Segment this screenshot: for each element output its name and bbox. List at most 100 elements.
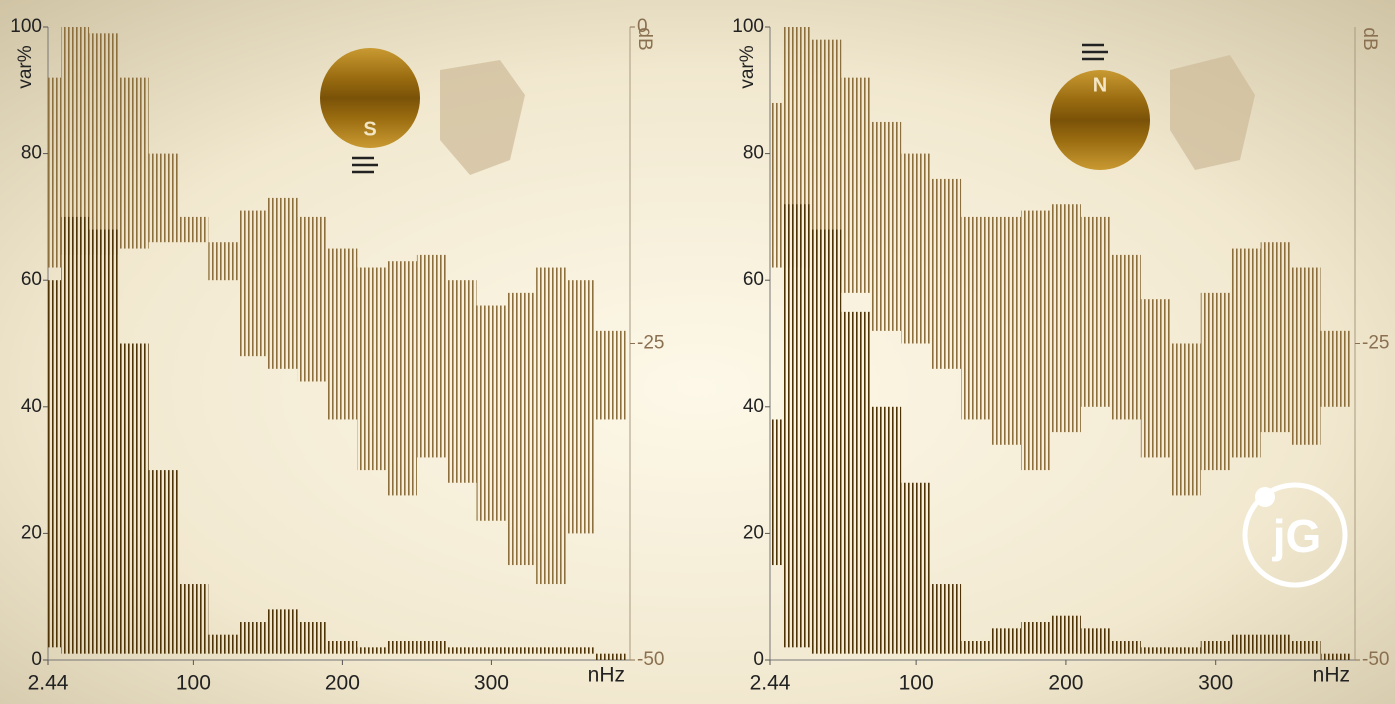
spectrum-band (1231, 635, 1261, 654)
y2-tick-label: -50 (1362, 649, 1389, 670)
spectrum-band (298, 217, 328, 382)
spectrum-band (268, 198, 298, 369)
spectrum-band (1051, 616, 1081, 654)
spectrum-band (770, 419, 783, 565)
spectrum-band (931, 179, 961, 369)
spectrum-band (268, 609, 298, 653)
spectrum-band (357, 268, 387, 471)
pole-label: N (1093, 74, 1107, 96)
x-tick-label: 2.44 (750, 672, 791, 695)
y-tick-label: 60 (21, 269, 42, 290)
spectrum-band (566, 280, 596, 533)
spectrum-band (238, 211, 268, 357)
y-tick-label: 20 (743, 522, 764, 543)
spectrum-band (596, 654, 626, 660)
spectrum-band (417, 255, 447, 458)
spectrum-band (178, 584, 208, 654)
spectrum-band (961, 641, 991, 654)
spectrum-band (1171, 344, 1201, 496)
spectrum-band (1201, 641, 1231, 654)
spectrum-band (931, 584, 961, 654)
spectrum-band (811, 230, 841, 654)
y-tick-label: 80 (743, 143, 764, 164)
spectrum-band (1171, 647, 1201, 653)
spectrum-band (871, 407, 901, 654)
spectrum-band (447, 280, 477, 483)
spectrum-band (477, 647, 507, 653)
spectrum-band (327, 641, 357, 654)
spectrum-band (48, 280, 61, 647)
spectrum-band (841, 312, 871, 654)
y-tick-label: 0 (31, 649, 42, 670)
spectrum-band (1141, 299, 1171, 457)
y-tick-label: 80 (21, 143, 42, 164)
spectrum-band (1261, 635, 1291, 654)
logo-text: jG (1272, 510, 1322, 562)
y2-axis-label: dB (634, 27, 655, 50)
spectrum-band (783, 204, 811, 647)
spectrum-band (1021, 622, 1051, 654)
spectrum-band (238, 622, 268, 654)
spectrum-band (208, 635, 238, 654)
y-tick-label: 0 (753, 649, 764, 670)
y2-tick-label: -25 (637, 333, 664, 354)
spectrum-band (991, 628, 1021, 653)
y2-tick-label: -25 (1362, 333, 1389, 354)
screen: S N jG 0 20 40 60 80 100 0 -25 -50 2.44 100 200 300 n… (0, 0, 1395, 704)
spectrum-band (770, 103, 783, 268)
spectrum-band (536, 647, 566, 653)
spectrum-band (387, 641, 417, 654)
spectrum-band (1111, 255, 1141, 420)
spectrum-band (1081, 217, 1111, 407)
spectrum-band (89, 230, 119, 654)
logo-dot (1255, 487, 1275, 507)
spectrum-band (506, 647, 536, 653)
x-tick-label: 2.44 (28, 672, 69, 695)
pole-label: S (363, 118, 376, 140)
spectrum-band (1201, 293, 1231, 470)
spectrum-band (149, 154, 179, 243)
spectrum-band (1291, 268, 1321, 445)
y-axis-label: var% (737, 45, 758, 88)
spectrum-band (1111, 641, 1141, 654)
spectrum-band (1261, 242, 1291, 432)
spectrum-band (566, 647, 596, 653)
x-tick-label: 100 (176, 672, 211, 695)
y-tick-label: 60 (743, 269, 764, 290)
spectrum-band (357, 647, 387, 653)
spectrum-band (119, 78, 149, 249)
spectrum-band (1231, 249, 1261, 458)
x-tick-label: 300 (1198, 672, 1233, 695)
spectrum-band (89, 33, 119, 255)
spectrum-band (901, 483, 931, 654)
spectrum-band (178, 217, 208, 242)
spectrum-band (1141, 647, 1171, 653)
spectrum-band (1321, 331, 1351, 407)
spectrum-band (991, 217, 1021, 445)
y-tick-label: 40 (743, 396, 764, 417)
spectrum-band (48, 78, 61, 268)
x-tick-label: 100 (899, 672, 934, 695)
spectrum-band (298, 622, 328, 654)
spectrum-band (208, 242, 238, 280)
x-tick-label: 300 (474, 672, 509, 695)
spectrum-band (149, 470, 179, 654)
y-tick-label: 100 (732, 16, 764, 37)
spectrum-band (1051, 204, 1081, 432)
spectrum-band (961, 217, 991, 420)
spectrum-band (506, 293, 536, 565)
spectrum-band (901, 154, 931, 344)
spectrum-band (447, 647, 477, 653)
spectrum-band (327, 249, 357, 420)
x-axis-label: nHz (588, 664, 625, 687)
spectrum-band (1021, 211, 1051, 471)
x-tick-label: 200 (1048, 672, 1083, 695)
spectrum-band (417, 641, 447, 654)
spectrum-band (1081, 628, 1111, 653)
spectrum-band (61, 217, 89, 654)
y-axis-label: var% (15, 45, 36, 88)
x-axis-label: nHz (1313, 664, 1350, 687)
spectrum-band (387, 261, 417, 495)
spectrum-band (119, 344, 149, 654)
y-tick-label: 100 (10, 16, 42, 37)
